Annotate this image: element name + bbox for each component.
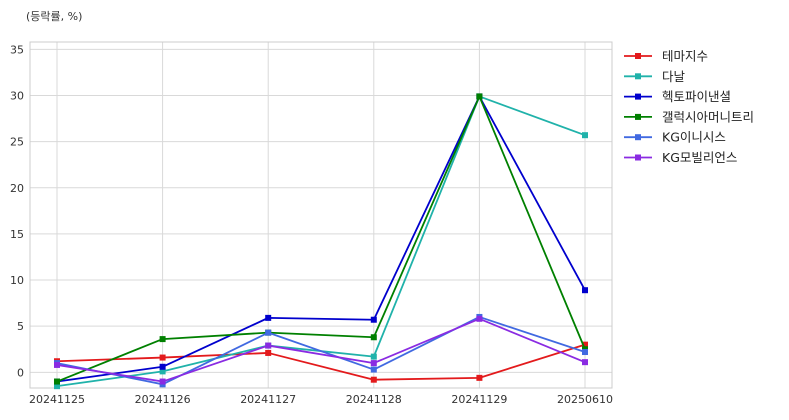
legend-label: 갤럭시아머니트리 xyxy=(662,109,754,124)
y-tick-label: 35 xyxy=(10,43,24,56)
data-point-marker xyxy=(370,353,377,360)
series-group xyxy=(54,93,588,390)
y-tick-label: 0 xyxy=(17,366,24,379)
x-tick-label: 20241128 xyxy=(346,393,402,406)
y-tick-label: 5 xyxy=(17,320,24,333)
x-tick-label: 20241129 xyxy=(451,393,507,406)
data-point-marker xyxy=(159,363,166,370)
y-tick-label: 15 xyxy=(10,228,24,241)
data-point-marker xyxy=(54,378,60,385)
data-point-marker xyxy=(476,315,483,322)
data-point-marker xyxy=(370,376,377,383)
data-point-marker xyxy=(582,132,588,139)
data-point-marker xyxy=(370,360,377,367)
data-point-marker xyxy=(265,342,272,349)
legend-label: 테마지수 xyxy=(662,49,708,64)
grid-lines xyxy=(30,42,612,388)
plot-area-frame xyxy=(29,41,613,389)
axis-ticks: 0 5 10 15 20 25 30 35 20241125 20241126 20241127 20… xyxy=(10,43,613,406)
data-point-marker xyxy=(265,349,272,356)
legend-swatch-marker xyxy=(635,113,641,120)
legend-swatch-marker xyxy=(635,93,641,100)
data-point-marker xyxy=(54,383,60,390)
y-tick-label: 10 xyxy=(10,274,24,287)
series-line xyxy=(56,343,586,381)
series-group xyxy=(54,93,588,385)
x-tick-label: 20241125 xyxy=(29,393,85,406)
legend-swatch-marker xyxy=(635,73,641,80)
data-point-marker xyxy=(265,329,272,336)
y-tick-label: 25 xyxy=(10,136,24,149)
legend-item: 테마지수 xyxy=(624,49,708,64)
legend-swatch-marker xyxy=(635,154,641,161)
series-line xyxy=(56,95,586,388)
legend-item: KG모빌리언스 xyxy=(624,150,737,165)
legend-label: 헥토파이낸셜 xyxy=(662,89,731,104)
x-tick-label: 20241126 xyxy=(135,393,191,406)
legend-swatch-marker xyxy=(635,53,641,59)
legend-swatch-marker xyxy=(635,134,641,141)
data-point-marker xyxy=(54,361,60,368)
data-point-marker xyxy=(159,354,166,361)
data-point-marker xyxy=(582,349,588,356)
legend-item: 갤럭시아머니트리 xyxy=(624,109,754,124)
x-tick-label: 20250610 xyxy=(557,393,613,406)
y-axis-label: (등락률, %) xyxy=(26,10,82,23)
y-tick-label: 20 xyxy=(10,182,24,195)
data-point-marker xyxy=(476,374,483,381)
legend-item: 다날 xyxy=(624,69,686,84)
series-lines xyxy=(54,93,588,390)
x-tick-label: 20241127 xyxy=(240,393,296,406)
y-tick-label: 30 xyxy=(10,90,24,103)
data-point-marker xyxy=(476,93,483,100)
legend-label: KG이니시스 xyxy=(662,130,726,145)
series-line xyxy=(56,317,586,383)
series-group xyxy=(54,93,588,385)
data-point-marker xyxy=(370,366,377,373)
data-point-marker xyxy=(159,378,166,385)
data-point-marker xyxy=(265,314,272,321)
data-point-marker xyxy=(582,287,588,294)
data-point-marker xyxy=(159,336,166,343)
legend-item: KG이니시스 xyxy=(624,130,726,145)
data-point-marker xyxy=(370,316,377,323)
series-group xyxy=(54,315,588,385)
series-line xyxy=(56,95,586,383)
series-line xyxy=(56,316,586,386)
data-point-marker xyxy=(370,334,377,341)
legend-label: KG모빌리언스 xyxy=(662,150,737,165)
data-point-marker xyxy=(582,359,588,366)
data-point-marker xyxy=(159,368,166,375)
legend-label: 다날 xyxy=(662,69,686,84)
legend-item: 헥토파이낸셜 xyxy=(624,89,731,104)
data-point-marker xyxy=(582,341,588,348)
series-line xyxy=(56,95,586,383)
